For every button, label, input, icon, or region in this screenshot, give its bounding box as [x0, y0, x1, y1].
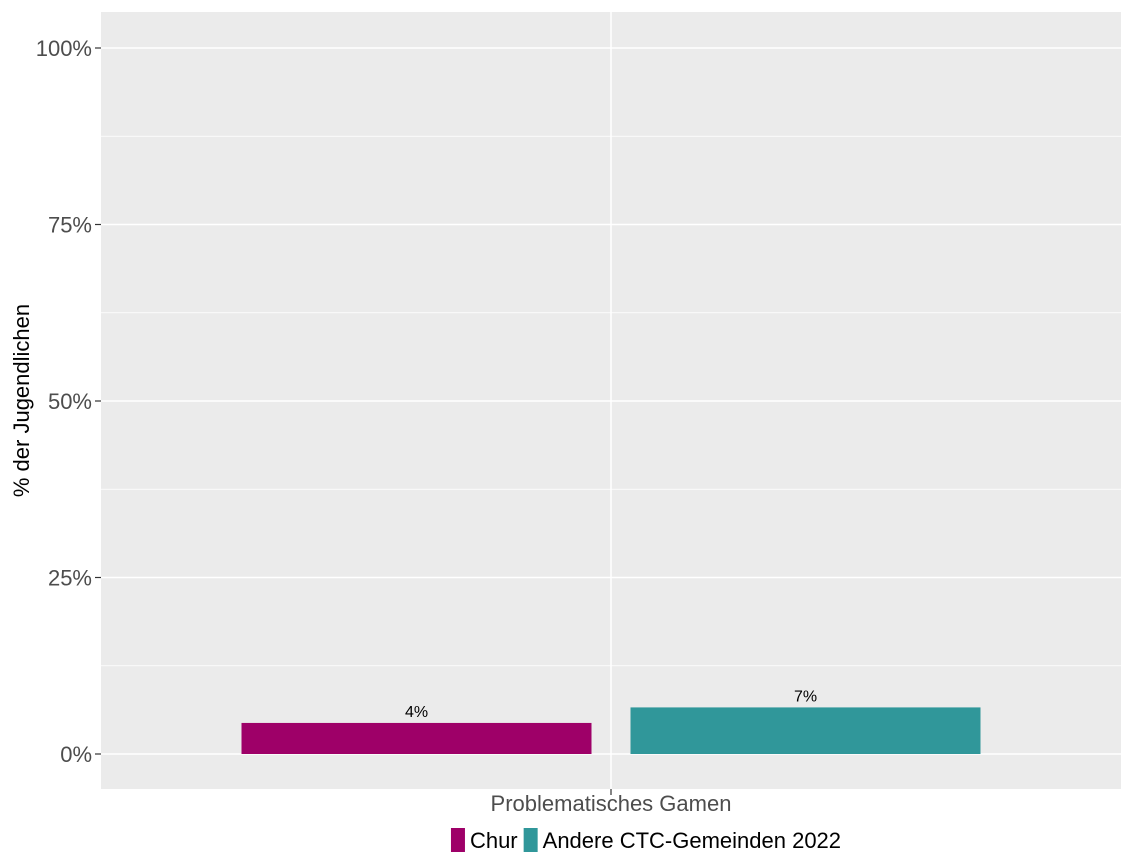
y-axis-title: % der Jugendlichen: [9, 304, 34, 497]
bar-0: [241, 722, 592, 754]
y-tick-label: 100%: [36, 36, 92, 61]
legend-label-1: Andere CTC-Gemeinden 2022: [543, 828, 841, 852]
y-tick-label: 25%: [48, 566, 92, 591]
x-axis: Problematisches Gamen: [491, 789, 732, 816]
legend-key-1: [523, 828, 538, 852]
data-labels: 4% 7%: [405, 688, 817, 721]
x-tick-label: Problematisches Gamen: [491, 791, 732, 816]
legend-key-0: [450, 828, 465, 852]
bar-data-label: 4%: [405, 704, 428, 721]
legend-label-0: Chur: [470, 828, 518, 852]
bar-data-label: 7%: [794, 688, 817, 705]
bars: [241, 707, 981, 754]
bar-1: [630, 707, 981, 754]
major-gridlines: [101, 12, 1121, 789]
y-tick-label: 75%: [48, 213, 92, 238]
legend: Chur Andere CTC-Gemeinden 2022: [450, 828, 841, 852]
y-tick-label: 0%: [60, 742, 92, 767]
y-axis: 0% 25% 50% 75% 100%: [36, 36, 101, 767]
y-tick-label: 50%: [48, 389, 92, 414]
